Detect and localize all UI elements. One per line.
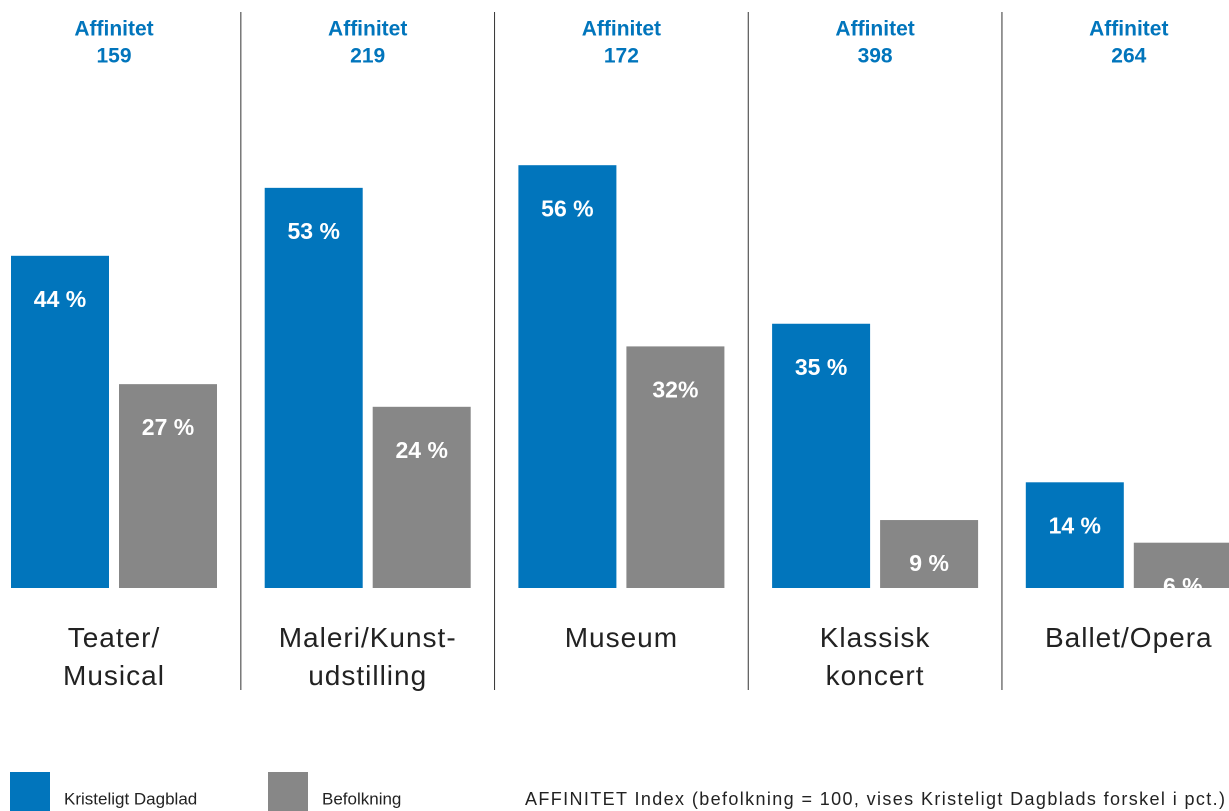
value-label: 53 % — [287, 218, 339, 244]
legend-label: Kristeligt Dagblad — [64, 789, 197, 808]
bar — [11, 255, 109, 589]
footnote: AFFINITET Index (befolkning = 100, vises… — [525, 789, 1225, 809]
value-label: 27 % — [142, 414, 194, 440]
bar — [518, 165, 617, 588]
value-label: 56 % — [541, 195, 593, 221]
affinity-value: 172 — [604, 45, 639, 68]
value-label: 6 % — [1163, 573, 1203, 599]
affinity-value: 159 — [96, 45, 131, 68]
category-label: Ballet/Opera — [1044, 622, 1213, 653]
value-label: 35 % — [795, 354, 847, 380]
bar — [1133, 542, 1229, 588]
bar — [880, 520, 979, 588]
affinity-label: Affinitet — [582, 18, 661, 41]
affinity-label: Affinitet — [328, 18, 407, 41]
value-label: 14 % — [1049, 512, 1101, 538]
affinity-value: 264 — [1111, 45, 1146, 68]
bar — [1025, 482, 1124, 588]
category-label: Museum — [564, 622, 679, 653]
bar — [772, 323, 871, 588]
bar — [626, 346, 725, 588]
value-label: 24 % — [395, 437, 447, 463]
value-label: 32% — [652, 376, 698, 402]
affinity-value: 219 — [350, 45, 385, 68]
bar — [119, 384, 217, 588]
affinity-label: Affinitet — [74, 18, 153, 41]
affinity-value: 398 — [858, 45, 893, 68]
legend-swatch — [10, 772, 50, 811]
bar — [372, 406, 471, 588]
category-label: Maleri/Kunst- udstilling — [278, 622, 457, 691]
bar — [264, 187, 363, 588]
category-label: Teater/ Musical — [63, 622, 165, 691]
value-label: 44 % — [34, 286, 86, 312]
legend-swatch — [268, 772, 308, 811]
affinity-label: Affinitet — [1089, 18, 1168, 41]
value-label: 9 % — [909, 550, 949, 576]
legend-label: Befolkning — [322, 789, 401, 808]
affinity-label: Affinitet — [835, 18, 914, 41]
category-label: Klassisk koncert — [819, 622, 931, 691]
